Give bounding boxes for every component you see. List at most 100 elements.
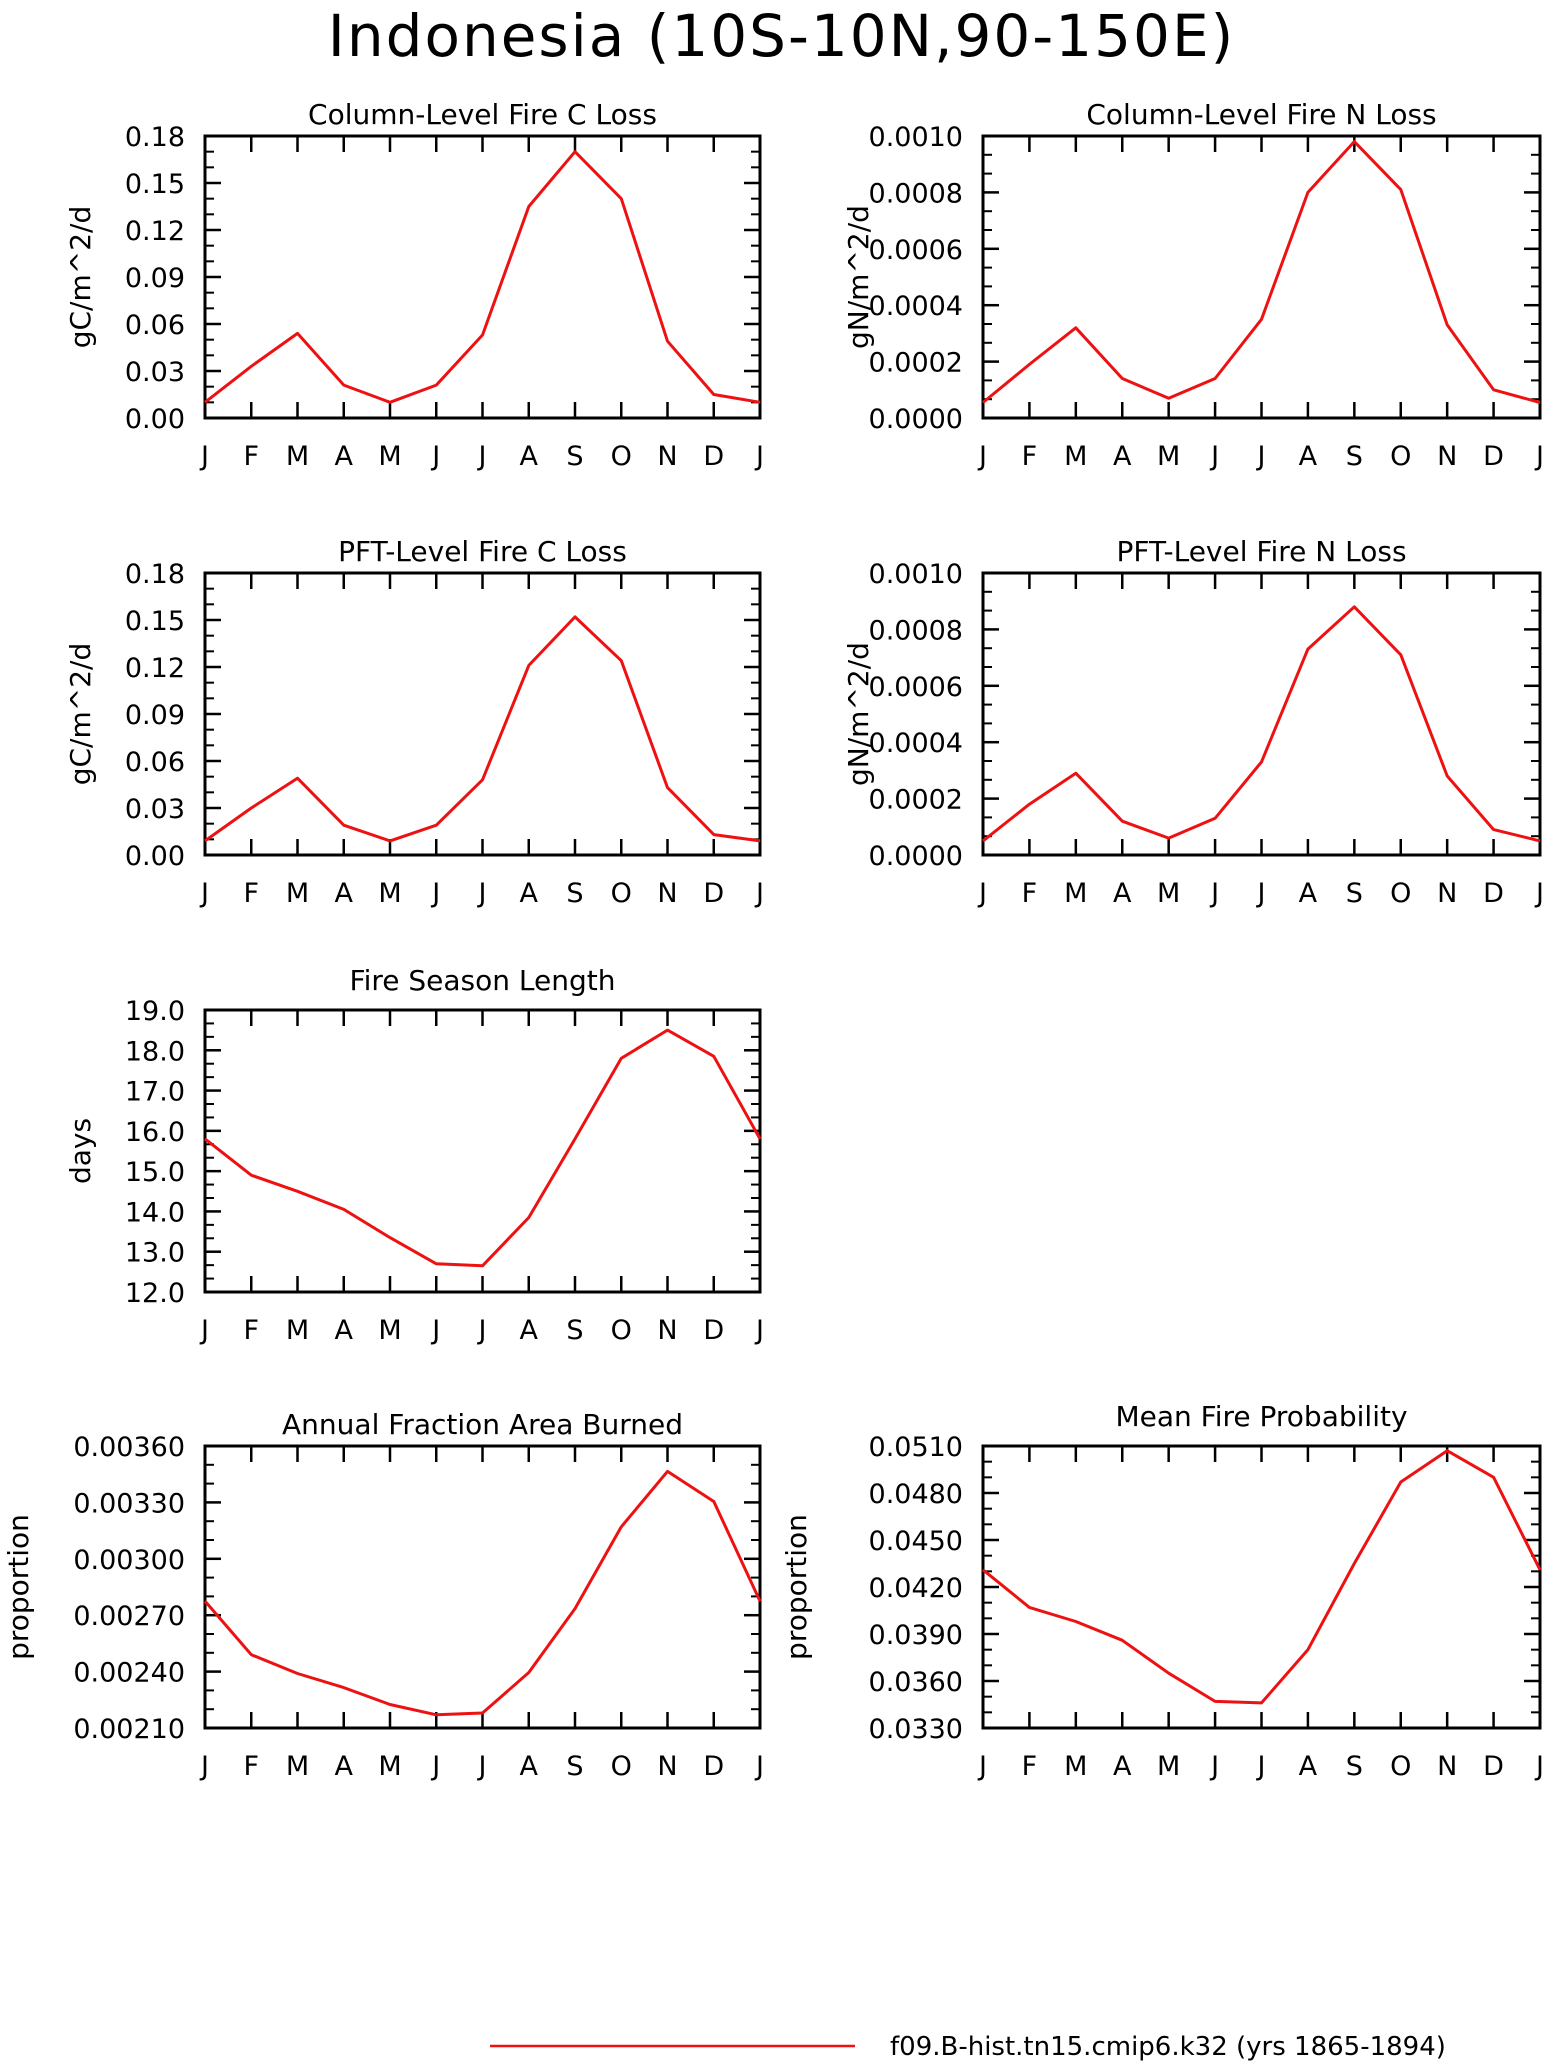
x-tick-label: J <box>1256 441 1266 472</box>
x-tick-label: A <box>520 1315 539 1346</box>
y-tick-label: 0.06 <box>125 747 185 778</box>
x-tick-label: J <box>1534 878 1544 909</box>
series-line <box>204 615 761 843</box>
x-tick-label: N <box>1437 441 1457 472</box>
x-tick-label: J <box>477 441 487 472</box>
y-tick-label: 0.12 <box>125 216 185 247</box>
panel-title: Fire Season Length <box>350 964 616 997</box>
series-line <box>982 605 1541 843</box>
plot-frame <box>981 571 1542 857</box>
plot-frame <box>203 1008 762 1294</box>
x-tick-label: N <box>657 1751 677 1782</box>
x-tick-label: S <box>1346 1751 1363 1782</box>
x-tick-label: J <box>1209 1751 1219 1782</box>
x-tick-label: M <box>1157 1751 1180 1782</box>
x-tick-label: A <box>335 878 354 909</box>
x-tick-label: S <box>566 1751 583 1782</box>
series-line <box>204 1028 762 1268</box>
x-tick-label: J <box>430 878 440 909</box>
x-tick-label: J <box>430 1751 440 1782</box>
series-line <box>203 1469 762 1717</box>
x-tick-label: F <box>1022 878 1038 909</box>
y-tick-label: 0.15 <box>125 169 185 200</box>
x-tick-label: A <box>1299 441 1318 472</box>
y-tick-label: 0.0010 <box>869 559 963 590</box>
y-tick-label: 0.18 <box>125 559 185 590</box>
x-tick-label: A <box>1113 878 1132 909</box>
y-tick-label: 0.09 <box>125 700 185 731</box>
x-tick-label: J <box>477 1751 487 1782</box>
y-tick-label: 0.00270 <box>73 1601 185 1632</box>
y-tick-label: 0.00 <box>125 841 185 872</box>
y-axis-label: proportion <box>780 1514 813 1660</box>
x-tick-label: M <box>1157 878 1180 909</box>
y-tick-label: 0.0000 <box>869 841 963 872</box>
x-tick-label: J <box>477 1315 487 1346</box>
x-tick-label: J <box>977 441 987 472</box>
x-tick-label: J <box>977 878 987 909</box>
x-tick-label: A <box>1113 1751 1132 1782</box>
y-tick-label: 0.0008 <box>869 615 963 646</box>
x-tick-label: M <box>286 441 309 472</box>
panel-title: PFT-Level Fire N Loss <box>1116 535 1406 568</box>
y-tick-label: 18.0 <box>125 1036 185 1067</box>
x-tick-label: M <box>286 878 309 909</box>
x-tick-label: M <box>1157 441 1180 472</box>
x-tick-label: N <box>657 878 677 909</box>
x-tick-label: A <box>335 1751 354 1782</box>
legend: f09.B-hist.tn15.cmip6.k32 (yrs 1865-1894… <box>490 2032 1446 2062</box>
y-axis-label: gN/m^2/d <box>842 205 875 349</box>
panel-title: Column-Level Fire C Loss <box>308 98 657 131</box>
panel-pft-c-loss: 0.000.030.060.090.120.150.18J F M A M J J A S O N D… <box>64 535 764 909</box>
x-tick-label: N <box>1437 878 1457 909</box>
x-tick-label: M <box>1064 1751 1087 1782</box>
x-tick-label: J <box>754 1751 764 1782</box>
x-tick-label: S <box>566 878 583 909</box>
x-tick-label: F <box>1022 1751 1038 1782</box>
x-tick-label: D <box>703 441 724 472</box>
y-tick-label: 13.0 <box>125 1238 185 1269</box>
x-tick-label: N <box>657 441 677 472</box>
x-tick-label: A <box>1299 878 1318 909</box>
panel-title: Annual Fraction Area Burned <box>282 1408 683 1441</box>
x-tick-label: J <box>1209 441 1219 472</box>
x-tick-label: D <box>703 1751 724 1782</box>
y-tick-label: 0.12 <box>125 653 185 684</box>
y-tick-label: 16.0 <box>125 1117 185 1148</box>
x-tick-label: J <box>199 1315 209 1346</box>
y-tick-label: 0.0006 <box>869 672 963 703</box>
y-tick-label: 0.0006 <box>869 235 963 266</box>
plot-frame <box>981 134 1542 420</box>
x-tick-label: S <box>1346 878 1363 909</box>
x-tick-label: D <box>1483 878 1504 909</box>
x-tick-label: J <box>199 441 209 472</box>
series-line <box>982 140 1541 404</box>
x-tick-label: D <box>703 878 724 909</box>
x-tick-label: J <box>977 1751 987 1782</box>
x-tick-label: M <box>286 1751 309 1782</box>
series-line <box>204 150 761 404</box>
y-tick-label: 0.00330 <box>73 1488 185 1519</box>
y-tick-label: 0.03 <box>125 357 185 388</box>
x-tick-label: J <box>754 878 764 909</box>
x-tick-label: J <box>199 878 209 909</box>
y-tick-label: 0.15 <box>125 606 185 637</box>
y-tick-label: 0.0008 <box>869 178 963 209</box>
x-tick-label: A <box>1113 441 1132 472</box>
y-tick-label: 0.0330 <box>869 1714 963 1745</box>
plot-frame <box>203 571 762 857</box>
y-tick-label: 15.0 <box>125 1157 185 1188</box>
y-tick-label: 0.0010 <box>869 122 963 153</box>
x-tick-label: N <box>1437 1751 1457 1782</box>
x-tick-label: O <box>611 1751 632 1782</box>
y-tick-label: 0.0510 <box>869 1432 963 1463</box>
y-tick-label: 19.0 <box>125 996 185 1027</box>
y-tick-label: 14.0 <box>125 1197 185 1228</box>
x-tick-label: S <box>566 441 583 472</box>
y-tick-label: 0.09 <box>125 263 185 294</box>
y-axis-label: gC/m^2/d <box>64 206 97 349</box>
y-tick-label: 0.0002 <box>869 348 963 379</box>
